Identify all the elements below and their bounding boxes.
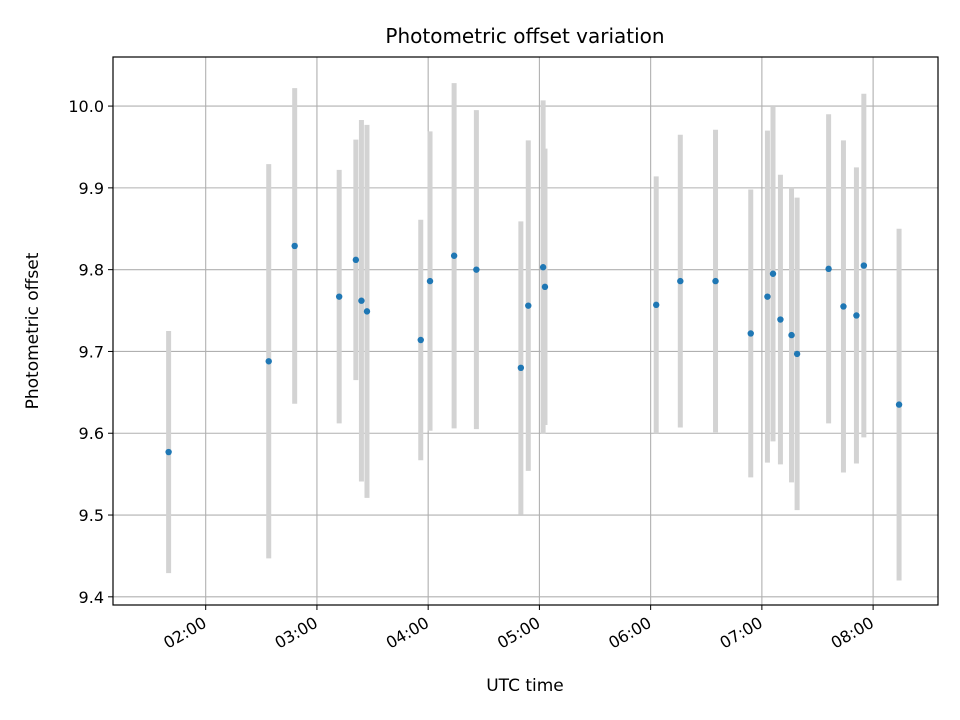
data-point <box>653 301 660 309</box>
data-point <box>895 401 903 408</box>
data-point <box>473 266 480 273</box>
y-tick-label: 9.9 <box>79 179 104 198</box>
data-point <box>335 293 343 300</box>
grid <box>113 57 938 605</box>
y-tick-label: 9.8 <box>79 261 104 280</box>
data-point <box>769 270 777 277</box>
data-point <box>358 297 365 304</box>
data-point <box>793 350 801 358</box>
y-tick-label: 9.7 <box>79 342 104 361</box>
y-axis-title: Photometric offset <box>23 252 43 409</box>
y-tick-label: 9.6 <box>79 424 104 443</box>
chart-title: Photometric offset variation <box>385 24 664 48</box>
data-point <box>539 264 547 271</box>
data-point <box>417 336 424 344</box>
data-point <box>541 283 549 291</box>
y-tick-label: 10.0 <box>68 97 104 116</box>
data-point <box>426 277 434 285</box>
data-point <box>860 262 868 269</box>
plot-frame <box>112 56 939 606</box>
y-tick-label: 9.4 <box>79 588 104 607</box>
data-point <box>363 308 371 315</box>
data-point <box>825 265 832 273</box>
data-point <box>525 302 532 309</box>
data-point <box>450 252 458 259</box>
data-point <box>265 358 272 365</box>
data-point <box>352 256 360 264</box>
data-point <box>788 331 795 339</box>
data-point <box>677 277 684 285</box>
data-point <box>764 293 771 300</box>
data-point <box>747 330 754 337</box>
data-point <box>291 242 298 250</box>
data-points <box>165 242 903 456</box>
data-point <box>840 303 847 310</box>
data-point <box>853 312 860 319</box>
y-tick-label: 9.5 <box>79 506 104 525</box>
data-point <box>165 448 172 456</box>
data-point <box>517 364 525 372</box>
data-point <box>777 316 784 323</box>
data-point <box>712 277 719 285</box>
x-axis-title: UTC time <box>486 676 564 696</box>
